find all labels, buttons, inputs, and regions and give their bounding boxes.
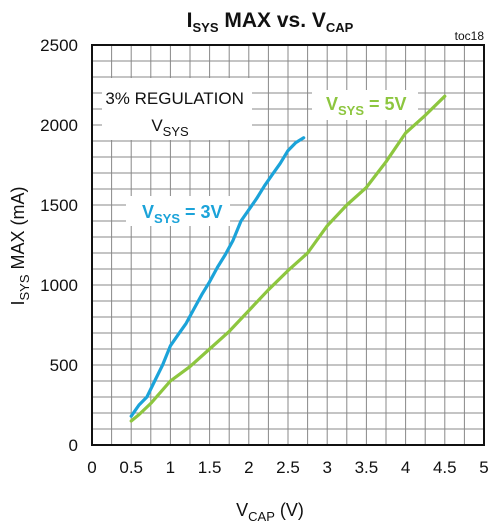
- x-tick-label: 2: [244, 458, 253, 477]
- y-tick-label: 2000: [40, 116, 78, 135]
- series-label-bg-3v: [126, 196, 230, 226]
- x-tick-label: 3.5: [355, 458, 379, 477]
- x-tick-label: 0.5: [119, 458, 143, 477]
- series-lines: [129, 94, 447, 423]
- series-line-0: [129, 136, 306, 418]
- x-tick-label: 5: [479, 458, 488, 477]
- y-tick-labels: 0 500 1000 1500 2000 2500: [40, 36, 78, 455]
- x-tick-labels: 0 0.5 1 1.5 2 2.5 3 3.5 4 4.5 5: [87, 458, 488, 477]
- series-line-1: [129, 94, 447, 423]
- y-axis-label: ISYS MAX (mA): [8, 186, 32, 305]
- annotation-box: [102, 78, 252, 140]
- y-tick-label: 1000: [40, 276, 78, 295]
- series-label-bg-5v: [312, 90, 418, 120]
- x-tick-label: 2.5: [276, 458, 300, 477]
- series-label-3v: VSYS = 3V: [142, 202, 223, 226]
- x-tick-label: 4: [401, 458, 410, 477]
- figure-code: toc18: [455, 29, 485, 43]
- series-label-5v: VSYS = 5V: [326, 94, 407, 118]
- x-tick-label: 0: [87, 458, 96, 477]
- x-tick-label: 1.5: [198, 458, 222, 477]
- y-tick-label: 1500: [40, 196, 78, 215]
- chart-title: ISYS MAX vs. VCAP: [187, 9, 354, 35]
- plot-frame: [91, 44, 485, 446]
- y-tick-label: 0: [69, 436, 78, 455]
- x-tick-label: 4.5: [433, 458, 457, 477]
- x-axis-label: VCAP (V): [236, 500, 304, 524]
- y-tick-label: 2500: [40, 36, 78, 55]
- annotation: 3% REGULATION VSYS: [105, 89, 248, 139]
- x-tick-label: 1: [166, 458, 175, 477]
- y-tick-label: 500: [50, 356, 78, 375]
- x-tick-label: 3: [322, 458, 331, 477]
